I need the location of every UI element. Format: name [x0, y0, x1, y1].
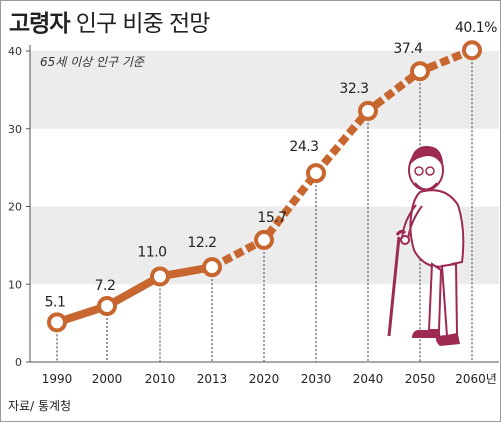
- chart-note: 65세 이상 인구 기준: [40, 55, 144, 69]
- chart-title-rest: 인구 비중 전망: [75, 11, 211, 37]
- chart-title-bold: 고령자: [9, 11, 70, 37]
- x-axis: 1990 2000 2010 2013 2020 2030 2040 2050 2060년: [42, 372, 497, 386]
- data-label: 12.2: [187, 235, 216, 251]
- data-label: 37.4: [393, 41, 423, 57]
- data-label: 5.1: [45, 294, 66, 310]
- y-tick-label: 20: [8, 201, 22, 214]
- data-labels: 5.1 7.2 11.0 12.2 15.7 24.3 32.3 37.4 40.1%: [45, 20, 498, 310]
- y-tick-label: 30: [8, 123, 22, 136]
- x-tick-label: 2000: [92, 372, 123, 386]
- data-label: 15.7: [257, 210, 286, 226]
- source-note: 자료/ 통계청: [8, 399, 72, 413]
- data-label: 32.3: [339, 81, 368, 97]
- data-point: [462, 40, 482, 61]
- x-tick-label: 2060년: [455, 372, 497, 386]
- x-tick-label: 2050: [405, 372, 436, 386]
- x-tick-label: 2020: [249, 372, 280, 386]
- data-label: 24.3: [289, 139, 318, 155]
- data-point: [306, 163, 326, 184]
- series-line-observed: [55, 263, 213, 327]
- chart-title: 고령자 인구 비중 전망: [9, 4, 211, 38]
- y-tick-label: 0: [15, 356, 22, 369]
- y-tick-label: 10: [8, 278, 22, 291]
- data-point: [410, 61, 430, 82]
- data-points: [47, 40, 482, 333]
- y-tick-label: 40: [8, 45, 22, 58]
- y-axis: 0 10 20 30 40: [8, 45, 499, 369]
- x-tick-label: 2010: [145, 372, 176, 386]
- x-tick-label: 2013: [197, 372, 228, 386]
- data-label: 40.1%: [455, 20, 497, 36]
- x-tick-label: 2040: [353, 372, 384, 386]
- x-tick-label: 1990: [42, 372, 73, 386]
- data-label: 11.0: [137, 244, 166, 260]
- data-point: [254, 229, 274, 250]
- elderly-person-icon: [387, 145, 465, 346]
- x-tick-label: 2030: [301, 372, 332, 386]
- data-point: [150, 266, 170, 287]
- data-point: [358, 100, 378, 121]
- data-point: [97, 296, 117, 317]
- data-point: [47, 312, 67, 333]
- data-label: 7.2: [95, 278, 116, 294]
- data-point: [202, 257, 222, 278]
